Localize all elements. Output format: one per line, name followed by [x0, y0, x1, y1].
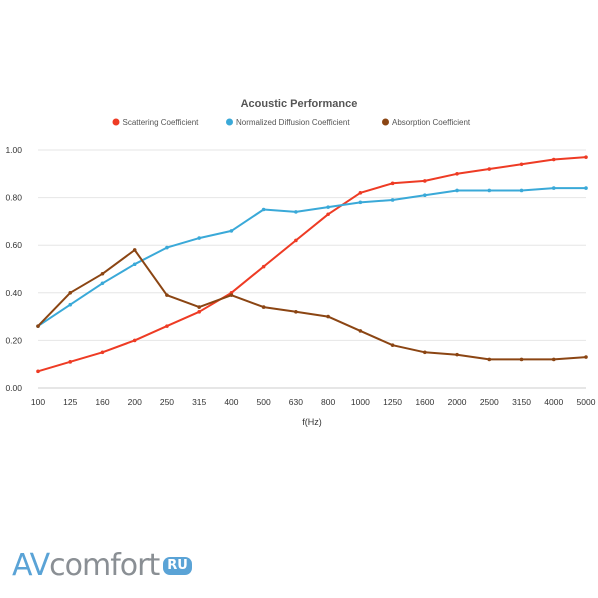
data-point: [584, 355, 588, 359]
data-point: [519, 357, 524, 362]
legend-label: Scattering Coefficient: [123, 118, 200, 127]
series-line: [37, 249, 587, 361]
data-point: [423, 193, 427, 198]
data-point: [165, 324, 169, 328]
grid: [38, 149, 586, 389]
y-tick-label: 0.40: [5, 288, 22, 298]
data-point: [358, 329, 363, 333]
data-point: [68, 302, 73, 307]
data-point: [132, 262, 137, 267]
x-tick-label: 500: [257, 397, 271, 407]
data-point: [519, 162, 524, 167]
data-point: [455, 188, 459, 193]
data-point: [584, 186, 588, 190]
data-point: [423, 179, 427, 183]
series-line: [37, 187, 587, 328]
data-point: [390, 343, 395, 347]
logo-av: AV: [12, 548, 50, 583]
y-tick-label: 0.00: [5, 383, 22, 393]
x-tick-label: 5000: [577, 397, 596, 407]
y-tick-label: 1.00: [5, 145, 22, 155]
series-line: [37, 156, 587, 373]
data-point: [326, 205, 330, 209]
data-point: [197, 310, 201, 314]
data-point: [132, 338, 137, 343]
x-tick-label: 1600: [415, 397, 434, 407]
data-point: [294, 210, 298, 214]
data-point: [294, 310, 298, 314]
y-tick-label: 0.80: [5, 193, 22, 203]
data-point: [551, 186, 556, 190]
data-point: [487, 357, 492, 362]
data-point: [165, 245, 169, 250]
y-tick-label: 0.20: [5, 335, 22, 345]
data-point: [487, 188, 492, 193]
data-point: [261, 305, 266, 309]
data-point: [68, 291, 73, 295]
x-tick-label: 2000: [448, 397, 467, 407]
data-point: [455, 352, 459, 357]
data-point: [390, 181, 395, 186]
data-point: [423, 350, 427, 355]
x-tick-label: 400: [224, 397, 238, 407]
data-point: [358, 200, 363, 205]
series: [36, 155, 588, 374]
x-axis-label: f(Hz): [302, 417, 322, 427]
avcomfort-logo: AV comfort RU: [12, 548, 192, 583]
data-point: [68, 360, 73, 364]
data-point: [487, 167, 492, 171]
data-point: [326, 314, 330, 319]
x-tick-label: 3150: [512, 397, 531, 407]
legend-marker: [112, 118, 120, 126]
x-tick-label: 200: [128, 397, 142, 407]
legend-label: Absorption Coefficient: [392, 118, 471, 127]
x-tick-label: 250: [160, 397, 174, 407]
x-tick-label: 1000: [351, 397, 370, 407]
data-point: [229, 229, 234, 233]
x-tick-label: 800: [321, 397, 335, 407]
legend-label: Normalized Diffusion Coefficient: [236, 118, 350, 127]
data-point: [100, 350, 105, 355]
data-point: [294, 238, 298, 243]
data-point: [551, 357, 556, 362]
chart-title: Acoustic Performance: [241, 98, 358, 110]
data-point: [197, 305, 201, 309]
data-point: [36, 324, 40, 328]
data-point: [455, 172, 459, 176]
x-tick-label: 125: [63, 397, 77, 407]
data-point: [551, 157, 556, 162]
data-point: [261, 264, 266, 269]
data-point: [165, 293, 169, 297]
data-point: [197, 236, 201, 240]
x-tick-label: 630: [289, 397, 303, 407]
y-tick-label: 0.60: [5, 240, 22, 250]
data-point: [229, 293, 234, 297]
data-point: [36, 369, 40, 374]
data-point: [358, 191, 363, 195]
data-point: [584, 155, 588, 159]
data-point: [326, 212, 330, 217]
x-tick-label: 160: [95, 397, 109, 407]
x-tick-label: 100: [31, 397, 45, 407]
x-tick-label: 4000: [544, 397, 563, 407]
axes: 0.00 0.20 0.40 0.60 0.80 1.00 100 125 160 200 250 3…: [5, 145, 595, 407]
data-point: [100, 271, 105, 276]
data-point: [261, 207, 266, 212]
x-tick-label: 315: [192, 397, 206, 407]
legend-marker: [382, 118, 389, 126]
x-tick-label: 1250: [383, 397, 402, 407]
legend-marker: [226, 118, 233, 126]
data-point: [390, 198, 395, 202]
x-tick-label: 2500: [480, 397, 499, 407]
data-point: [132, 248, 137, 252]
logo-comfort: comfort: [49, 548, 160, 583]
data-point: [100, 281, 105, 286]
logo-badge: RU: [163, 556, 192, 575]
data-point: [519, 188, 524, 193]
legend: Scattering Coefficient Normalized Diffusi…: [112, 118, 471, 127]
